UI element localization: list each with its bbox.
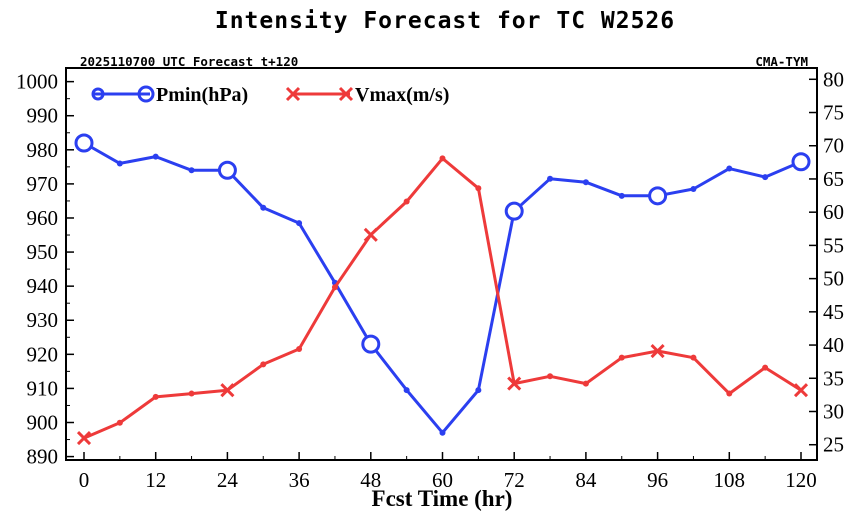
right-tick-label: 40	[823, 333, 844, 357]
vmax-point	[260, 361, 267, 368]
legend-vmax-label: Vmax(m/s)	[355, 84, 449, 106]
legend-pmin-marker-left	[91, 87, 105, 101]
vmax-point	[690, 354, 697, 361]
pmin-point	[296, 220, 303, 227]
left-tick-label: 980	[27, 138, 59, 162]
right-axis: 80 75 70 65 60 55 50 45 40 35 30 25	[809, 67, 844, 457]
pmin-point	[690, 186, 697, 193]
left-tick-label: 930	[27, 308, 59, 332]
pmin-point	[403, 387, 410, 394]
vmax-point	[152, 393, 159, 400]
right-tick-label: 60	[823, 200, 844, 224]
pmin-point	[260, 204, 267, 211]
x-tick-label: 96	[647, 468, 668, 492]
chart-title: Intensity Forecast for TC W2526	[215, 8, 675, 34]
right-tick-label: 25	[823, 433, 844, 457]
pmin-point-marker	[504, 201, 524, 221]
forecast-init-label: 2025110700 UTC Forecast t+120	[80, 54, 298, 69]
pmin-point	[726, 165, 733, 172]
vmax-point	[116, 419, 123, 426]
x-tick-label: 108	[714, 468, 746, 492]
vmax-point-marker	[220, 383, 235, 398]
right-tick-label: 75	[823, 101, 844, 125]
left-tick-label: 890	[27, 445, 59, 469]
pmin-point	[475, 387, 482, 394]
vmax-point	[762, 364, 769, 371]
x-tick-label: 72	[504, 468, 525, 492]
pmin-point	[188, 167, 195, 174]
x-tick-label: 48	[360, 468, 381, 492]
pmin-point-marker	[648, 186, 668, 206]
legend-pmin-label: Pmin(hPa)	[156, 84, 248, 106]
vmax-point	[296, 346, 303, 353]
pmin-point	[547, 175, 554, 182]
vmax-point-marker	[507, 376, 522, 391]
right-tick-label: 50	[823, 267, 844, 291]
vmax-point	[403, 198, 410, 205]
x-tick-label: 84	[575, 468, 597, 492]
pmin-point	[582, 179, 589, 186]
pmin-point-marker	[217, 160, 237, 180]
pmin-point	[618, 192, 625, 199]
legend-vmax-marker-left	[285, 86, 301, 102]
x-tick-label: 60	[432, 468, 453, 492]
x-tick-label: 120	[785, 468, 817, 492]
legend-vmax-marker-right	[338, 86, 354, 102]
left-tick-label: 910	[27, 376, 59, 400]
right-tick-label: 65	[823, 167, 844, 191]
x-tick-label: 36	[289, 468, 310, 492]
right-tick-label: 55	[823, 233, 844, 257]
model-label: CMA-TYM	[755, 54, 808, 69]
left-tick-label: 920	[27, 342, 59, 366]
left-tick-label: 940	[27, 274, 59, 298]
pmin-point-marker	[791, 152, 811, 172]
left-tick-label: 970	[27, 172, 59, 196]
vmax-point-marker	[793, 383, 809, 398]
legend-pmin-marker-right	[137, 85, 155, 103]
right-tick-label: 35	[823, 366, 844, 390]
x-tick-label: 12	[145, 468, 166, 492]
right-tick-label: 45	[823, 300, 844, 324]
plot-frame	[65, 67, 818, 461]
vmax-point-marker	[650, 343, 665, 359]
left-axis: 1000 990 980 970 960 950 940 930 920 910 900 890	[16, 70, 74, 469]
pmin-point	[116, 160, 123, 167]
pmin-point-marker	[361, 334, 381, 354]
vmax-point	[475, 185, 482, 192]
x-axis: 0 12 24 36 48 60 72 84 96 108 120	[79, 452, 817, 492]
pmin-point	[439, 429, 446, 436]
vmax-point	[726, 390, 733, 397]
vmax-point	[618, 354, 625, 361]
left-tick-label: 960	[27, 206, 59, 230]
vmax-point	[188, 390, 195, 397]
vmax-point-marker	[363, 227, 378, 242]
vmax-point	[331, 284, 338, 291]
right-tick-label: 70	[823, 134, 844, 158]
series-layer	[74, 133, 811, 446]
x-axis-label: Fcst Time (hr)	[372, 486, 513, 511]
left-tick-label: 950	[27, 240, 59, 264]
x-tick-label: 0	[79, 468, 90, 492]
pmin-point	[152, 153, 159, 160]
vmax-point	[439, 155, 446, 162]
right-tick-label: 80	[823, 67, 844, 91]
left-tick-label: 1000	[16, 70, 58, 94]
right-tick-label: 30	[823, 399, 844, 423]
pmin-point-marker	[74, 133, 94, 153]
left-tick-label: 990	[27, 104, 59, 128]
pmin-point	[762, 174, 769, 181]
left-tick-label: 900	[27, 411, 59, 435]
vmax-point	[547, 373, 554, 380]
vmax-point	[582, 380, 589, 387]
legend: Pmin(hPa) Vmax(m/s)	[91, 84, 449, 106]
vmax-point-marker	[76, 431, 92, 446]
x-tick-label: 24	[217, 468, 239, 492]
